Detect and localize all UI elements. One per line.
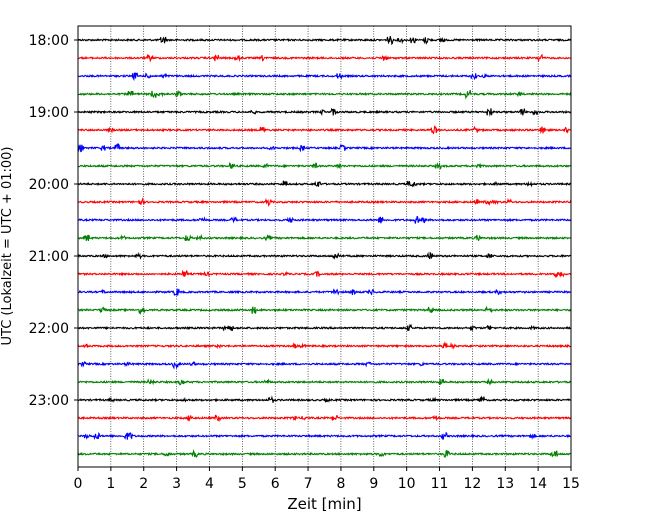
- trace-2015: [77, 197, 572, 207]
- trace-1800: [77, 35, 572, 46]
- trace-1915: [77, 125, 572, 135]
- trace-2300: [77, 395, 572, 403]
- x-tick-label-1: 1: [106, 476, 115, 492]
- y-axis-ticks: 18:00 19:00 20:00 21:00 22:00 23:00: [29, 33, 78, 409]
- y-tick-label-5: 23:00: [29, 393, 69, 409]
- x-tick-label-11: 11: [431, 476, 449, 492]
- seismogram-traces: [77, 35, 572, 459]
- x-tick-label-9: 9: [369, 476, 378, 492]
- x-tick-label-6: 6: [271, 476, 280, 492]
- trace-2245: [77, 377, 572, 386]
- x-tick-label-3: 3: [172, 476, 181, 492]
- trace-2315: [77, 414, 572, 423]
- y-axis-label: UTC (Lokalzeit = UTC + 01:00): [0, 147, 15, 346]
- x-axis-label: Zeit [min]: [287, 495, 361, 513]
- trace-2330: [77, 431, 572, 440]
- trace-2200: [77, 323, 572, 332]
- y-tick-label-0: 18:00: [29, 33, 69, 49]
- x-tick-label-15: 15: [562, 476, 580, 492]
- y-tick-label-2: 20:00: [29, 177, 69, 193]
- x-tick-label-10: 10: [398, 476, 416, 492]
- x-tick-label-14: 14: [529, 476, 547, 492]
- trace-2115: [77, 269, 572, 279]
- trace-2045: [77, 233, 572, 242]
- trace-2000: [77, 180, 572, 188]
- trace-1830: [77, 72, 572, 82]
- x-tick-label-7: 7: [304, 476, 313, 492]
- x-tick-label-4: 4: [205, 476, 214, 492]
- trace-2030: [77, 216, 572, 224]
- x-tick-label-12: 12: [463, 476, 481, 492]
- trace-2130: [77, 288, 572, 296]
- trace-2215: [78, 341, 572, 350]
- trace-1930: [77, 142, 572, 153]
- x-tick-label-0: 0: [74, 476, 83, 492]
- x-tick-label-8: 8: [336, 476, 345, 492]
- x-axis-ticks: 0 1 2 3 4 5 6 7 8 9 10 11 12 13 14 15: [74, 467, 580, 492]
- trace-2145: [77, 305, 572, 316]
- trace-1900: [77, 107, 572, 117]
- plot-frame: [77, 25, 572, 468]
- trace-1815: [77, 53, 572, 63]
- trace-2345: [77, 449, 572, 459]
- y-tick-label-3: 21:00: [29, 249, 69, 265]
- x-tick-label-13: 13: [496, 476, 514, 492]
- trace-2230: [77, 360, 572, 370]
- trace-1945: [77, 162, 572, 170]
- trace-1845: [77, 89, 572, 100]
- grid-lines: [110, 26, 539, 467]
- x-tick-label-2: 2: [139, 476, 148, 492]
- x-tick-label-5: 5: [238, 476, 247, 492]
- y-tick-label-1: 19:00: [29, 105, 69, 121]
- trace-2100: [77, 251, 572, 260]
- y-tick-label-4: 22:00: [29, 321, 69, 337]
